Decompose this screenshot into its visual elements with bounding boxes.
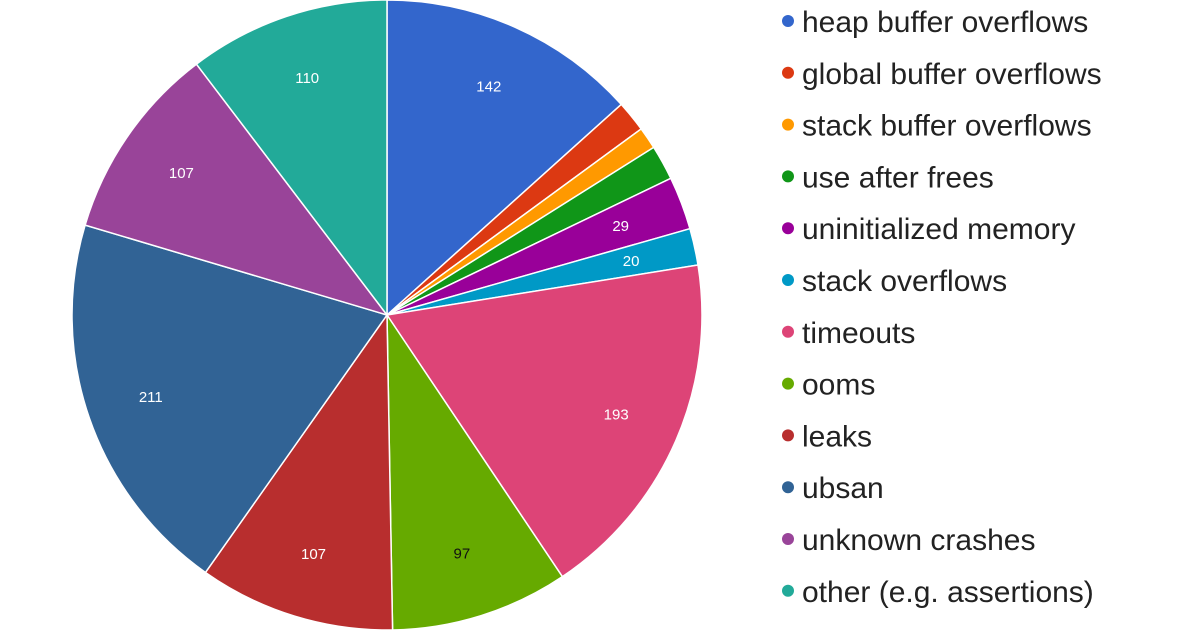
legend-entry-stack-buffer-overflows: stack buffer overflows (802, 110, 1092, 143)
legend-marker-stack-overflows (782, 274, 794, 286)
legend-entry-heap-buffer-overflows: heap buffer overflows (802, 6, 1088, 39)
legend-marker-other-e-g-assertions (782, 584, 794, 597)
data-label-heap-buffer-overflows: 142 (476, 79, 501, 96)
data-label-ubsan: 211 (139, 389, 163, 406)
data-label-ooms: 97 (454, 546, 471, 563)
data-label-leaks: 107 (301, 546, 326, 563)
pie-slice-ooms (386, 312, 564, 630)
data-label-other-e-g-assertions: 110 (295, 70, 319, 87)
legend-entry-other-e-g-assertions: other (e.g. assertions) (802, 576, 1094, 609)
legend-marker-ooms (782, 377, 794, 390)
legend-marker-timeouts (782, 325, 794, 338)
legend-marker-unknown-crashes (782, 533, 794, 545)
data-label-unknown-crashes: 107 (169, 165, 194, 182)
legend-entry-ubsan: ubsan (802, 472, 884, 505)
legend: heap buffer overflows global buffer overf… (782, 6, 1102, 609)
pie-data-labels: 142 29 20 193 97 107 211 107 110 (139, 70, 640, 563)
data-label-uninitialized-memory: 29 (612, 218, 629, 235)
legend-marker-heap-buffer-overflows (782, 15, 794, 27)
legend-entry-timeouts: timeouts (802, 317, 915, 350)
data-label-stack-overflows: 20 (623, 253, 640, 270)
legend-marker-uninitialized-memory (782, 222, 794, 235)
legend-marker-leaks (782, 429, 794, 442)
legend-entry-use-after-frees: use after frees (802, 161, 994, 194)
legend-marker-stack-buffer-overflows (782, 118, 794, 131)
data-label-timeouts: 193 (604, 407, 629, 424)
legend-marker-ubsan (782, 481, 794, 494)
legend-marker-global-buffer-overflows (782, 66, 794, 79)
legend-marker-use-after-frees (782, 170, 794, 183)
pie-slice-unknown-crashes (84, 63, 389, 317)
legend-entry-uninitialized-memory: uninitialized memory (802, 213, 1075, 246)
legend-entry-global-buffer-overflows: global buffer overflows (802, 58, 1102, 91)
pie-slice-heap-buffer-overflows (386, 0, 623, 317)
pie-slice-timeouts (385, 264, 703, 578)
pie-slice-ubsan (71, 224, 389, 574)
legend-entry-ooms: ooms (802, 369, 875, 402)
legend-entry-unknown-crashes: unknown crashes (802, 524, 1035, 557)
legend-entry-stack-overflows: stack overflows (802, 265, 1007, 298)
pie-slices (71, 0, 703, 630)
pie-slice-other-e-g-assertions (195, 0, 388, 318)
legend-entry-leaks: leaks (802, 420, 872, 453)
